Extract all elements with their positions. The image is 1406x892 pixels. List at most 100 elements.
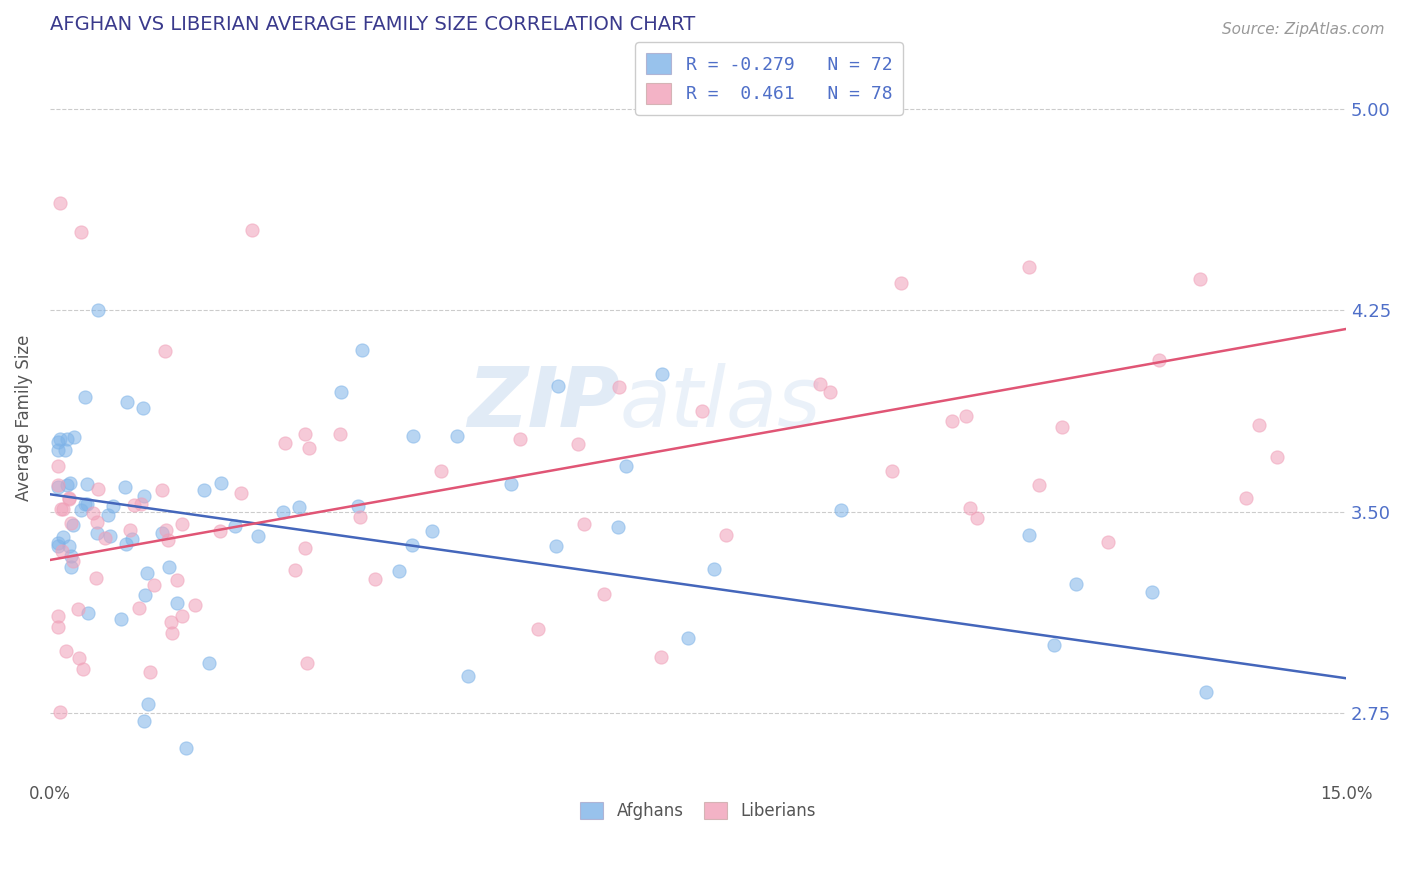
Point	[457, 669, 479, 683]
Point	[1149, 352, 1171, 367]
Text: AFGHAN VS LIBERIAN AVERAGE FAMILY SIZE CORRELATION CHART: AFGHAN VS LIBERIAN AVERAGE FAMILY SIZE C…	[49, 15, 695, 34]
Point	[966, 511, 988, 525]
Point	[714, 528, 737, 542]
Point	[274, 435, 297, 450]
Point	[247, 529, 270, 543]
Point	[703, 562, 725, 576]
Point	[129, 497, 152, 511]
Point	[499, 476, 522, 491]
Point	[75, 391, 97, 405]
Point	[67, 601, 90, 615]
Point	[329, 385, 352, 400]
Point	[46, 609, 69, 624]
Point	[46, 435, 69, 450]
Point	[86, 516, 108, 530]
Point	[59, 549, 82, 563]
Point	[160, 626, 183, 640]
Point	[295, 656, 318, 670]
Point	[298, 442, 321, 456]
Point	[72, 662, 94, 676]
Point	[572, 517, 595, 532]
Point	[69, 226, 91, 240]
Point	[58, 491, 80, 505]
Point	[115, 395, 138, 409]
Legend: Afghans, Liberians: Afghans, Liberians	[574, 795, 823, 826]
Point	[1265, 450, 1288, 465]
Point	[1234, 491, 1257, 506]
Point	[364, 573, 387, 587]
Text: Source: ZipAtlas.com: Source: ZipAtlas.com	[1222, 22, 1385, 37]
Point	[446, 428, 468, 442]
Point	[56, 478, 79, 492]
Point	[157, 560, 180, 574]
Point	[121, 532, 143, 546]
Point	[1043, 638, 1066, 652]
Point	[271, 505, 294, 519]
Point	[889, 277, 911, 291]
Point	[193, 483, 215, 497]
Point	[150, 525, 173, 540]
Point	[509, 432, 531, 446]
Point	[46, 480, 69, 494]
Point	[124, 498, 146, 512]
Point	[84, 572, 107, 586]
Point	[49, 195, 72, 210]
Point	[120, 524, 142, 538]
Point	[1018, 528, 1040, 542]
Point	[690, 404, 713, 418]
Point	[114, 537, 136, 551]
Point	[1097, 535, 1119, 549]
Point	[46, 620, 69, 634]
Point	[607, 519, 630, 533]
Point	[77, 606, 100, 620]
Point	[76, 497, 98, 511]
Point	[46, 478, 69, 492]
Point	[955, 409, 977, 423]
Point	[166, 596, 188, 610]
Point	[48, 705, 70, 719]
Point	[135, 566, 157, 581]
Point	[818, 384, 841, 399]
Y-axis label: Average Family Size: Average Family Size	[15, 334, 32, 500]
Point	[808, 376, 831, 391]
Point	[329, 427, 352, 442]
Point	[58, 539, 80, 553]
Point	[101, 499, 124, 513]
Point	[1064, 576, 1087, 591]
Point	[69, 502, 91, 516]
Point	[287, 500, 309, 514]
Point	[46, 458, 69, 473]
Point	[153, 344, 176, 359]
Point	[93, 532, 115, 546]
Point	[402, 429, 425, 443]
Point	[229, 485, 252, 500]
Point	[58, 491, 80, 506]
Point	[97, 508, 120, 522]
Point	[614, 459, 637, 474]
Point	[1028, 478, 1050, 492]
Point	[170, 517, 193, 532]
Point	[53, 442, 76, 457]
Point	[110, 612, 132, 626]
Point	[128, 601, 150, 615]
Point	[650, 649, 672, 664]
Point	[52, 530, 75, 544]
Point	[76, 477, 98, 491]
Point	[166, 573, 188, 587]
Point	[294, 541, 316, 555]
Point	[959, 500, 981, 515]
Point	[676, 631, 699, 645]
Point	[134, 714, 156, 729]
Point	[52, 502, 75, 516]
Point	[224, 519, 246, 533]
Point	[1247, 417, 1270, 432]
Point	[98, 529, 121, 543]
Point	[350, 343, 373, 358]
Point	[567, 437, 589, 451]
Point	[882, 464, 904, 478]
Point	[593, 587, 616, 601]
Point	[198, 656, 221, 670]
Point	[59, 560, 82, 574]
Point	[87, 303, 110, 318]
Point	[1018, 260, 1040, 274]
